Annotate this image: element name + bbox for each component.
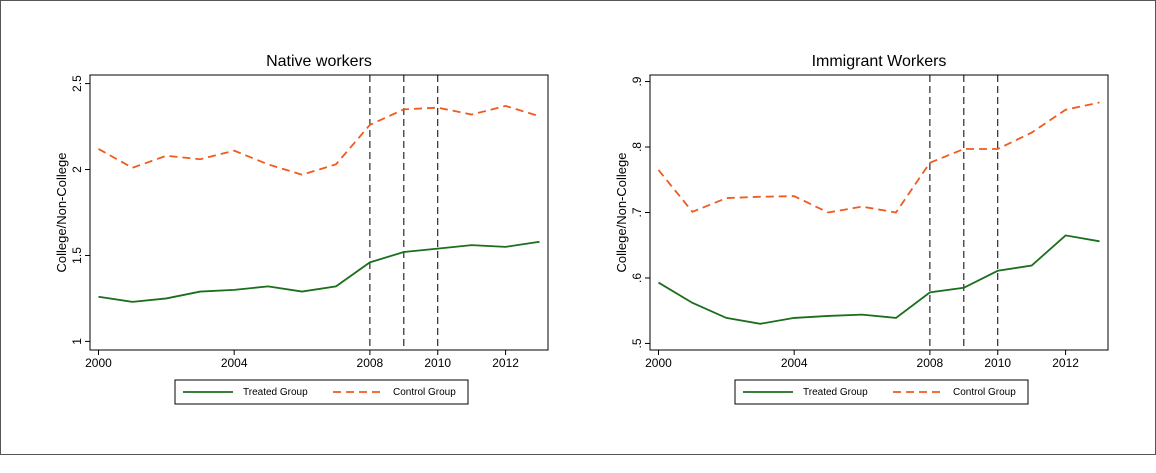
y-tick-label: 1 — [70, 338, 84, 345]
y-tick-label: 2 — [70, 166, 84, 173]
chart-title: Immigrant Workers — [812, 53, 947, 70]
y-axis-label: College/Non-College — [54, 153, 69, 273]
x-tick-label: 2004 — [221, 356, 248, 370]
x-tick-label: 2004 — [781, 356, 808, 370]
y-tick-label: .7 — [630, 207, 644, 217]
legend-label: Control Group — [393, 387, 456, 398]
x-tick-label: 2010 — [424, 356, 451, 370]
legend-label: Treated Group — [803, 387, 868, 398]
series-line — [98, 105, 540, 176]
frame — [0, 0, 1156, 455]
x-tick-label: 2012 — [492, 356, 519, 370]
series-line — [658, 234, 1100, 325]
legend-label: Treated Group — [243, 387, 308, 398]
y-tick-label: 1.5 — [70, 247, 84, 264]
y-tick-label: .9 — [630, 76, 644, 86]
x-tick-label: 2008 — [357, 356, 384, 370]
y-tick-label: .5 — [630, 338, 644, 348]
chart-title: Native workers — [266, 53, 372, 70]
x-tick-label: 2010 — [984, 356, 1011, 370]
plot-area — [89, 74, 549, 351]
series-line — [98, 240, 540, 303]
y-tick-label: .6 — [630, 273, 644, 283]
x-tick-label: 2000 — [645, 356, 672, 370]
x-tick-label: 2000 — [85, 356, 112, 370]
y-tick-label: .8 — [630, 142, 644, 152]
series-line — [657, 101, 1100, 214]
x-tick-label: 2012 — [1052, 356, 1079, 370]
y-tick-label: 2.5 — [70, 75, 84, 92]
y-axis-label: College/Non-College — [614, 153, 629, 273]
x-tick-label: 2008 — [917, 356, 944, 370]
legend-label: Control Group — [953, 387, 1016, 398]
